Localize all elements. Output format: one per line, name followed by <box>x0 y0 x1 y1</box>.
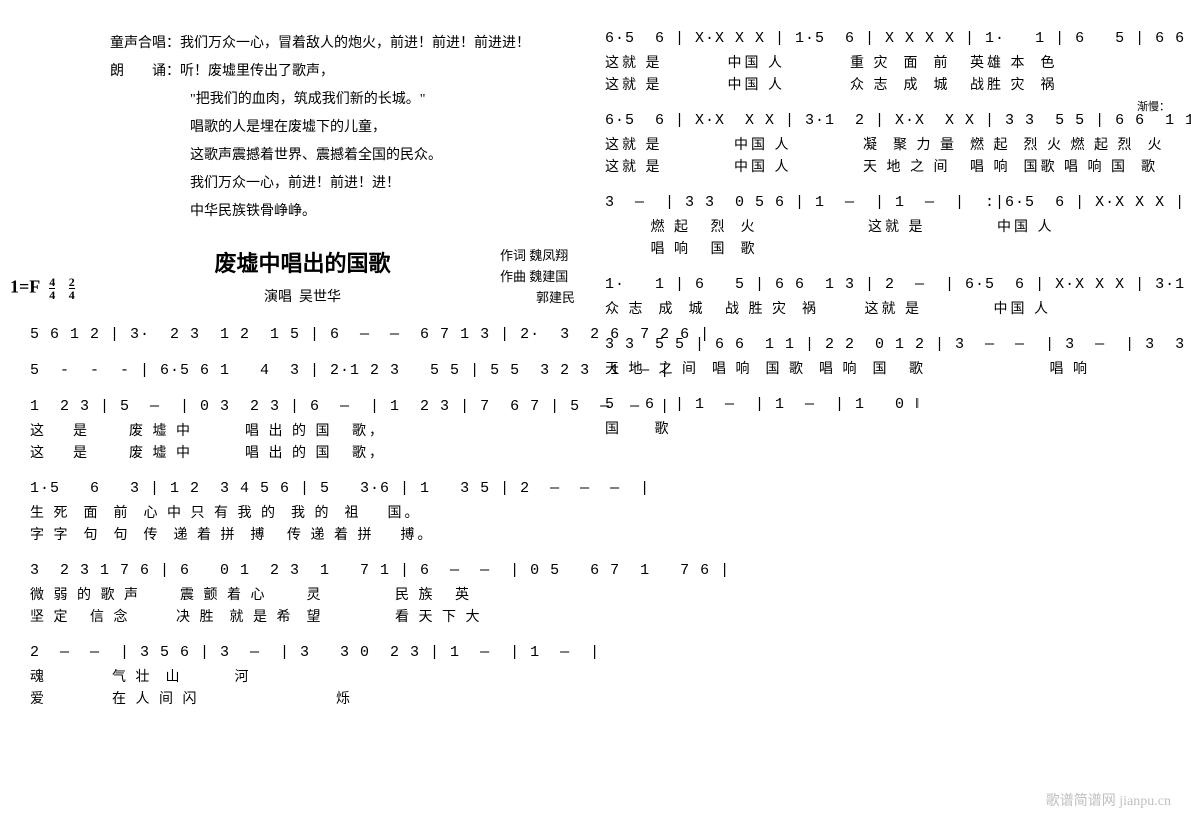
lyric-l5-1: 魂 气 壮 山 河 <box>30 666 575 686</box>
performer-label: 演唱 <box>264 290 292 305</box>
notation-l4: 3 2 3 1 7 6 | 6 0 1 2 3 1 7 1 | 6 — — | … <box>30 562 575 580</box>
music-row-r3: 1· 1 | 6 5 | 6 6 1 3 | 2 — | 6·5 6 | X·X… <box>605 276 1170 318</box>
intro-line-2: 朗 诵：听！废墟里传出了歌声， <box>110 58 575 86</box>
intro-line-7: 中华民族铁骨峥峥。 <box>110 198 575 226</box>
lyric-l4-2: 坚 定 信 念 决 胜 就 是 希 望 看 天 下 大 <box>30 606 575 626</box>
notation-r0: 6·5 6 | X·X X X | 1·5 6 | X X X X | 1· 1… <box>605 30 1170 48</box>
notation-l0: 5 6 1 2 | 3· 2 3 1 2 1 5 | 6 — — 6 7 1 3… <box>30 326 575 344</box>
music-row-r4: 3 3 5 5 | 6 6 1 1 | 2 2 0 1 2 | 3 — — | … <box>605 336 1170 378</box>
notation-l3: 1·5 6 3 | 1 2 3 4 5 6 | 5 3·6 | 1 3 5 | … <box>30 480 575 498</box>
time-sig-2: 24 <box>69 276 75 301</box>
intro-text-1: 我们万众一心，冒着敌人的炮火，前进！前进！前进进！ <box>180 36 530 51</box>
intro-line-5: 这歌声震撼着世界、震撼着全国的民众。 <box>110 142 575 170</box>
credit-compose-2: 郭建民 <box>500 288 575 309</box>
notation-l1: 5 - - - | 6·5 6 1 4 3 | 2·1 2 3 5 5 | 5 … <box>30 362 575 380</box>
intro-line-6: 我们万众一心，前进！前进！进！ <box>110 170 575 198</box>
left-music-block: 5 6 1 2 | 3· 2 3 1 2 1 5 | 6 — — 6 7 1 3… <box>30 326 575 708</box>
notation-r4: 3 3 5 5 | 6 6 1 1 | 2 2 0 1 2 | 3 — — | … <box>605 336 1170 354</box>
music-row-r0: 6·5 6 | X·X X X | 1·5 6 | X X X X | 1· 1… <box>605 30 1170 94</box>
lyric-r4-1: 天 地 之 间 唱 响 国 歌 唱 响 国 歌 唱 响 <box>605 358 1170 378</box>
music-row-l0: 5 6 1 2 | 3· 2 3 1 2 1 5 | 6 — — 6 7 1 3… <box>30 326 575 344</box>
music-row-l4: 3 2 3 1 7 6 | 6 0 1 2 3 1 7 1 | 6 — — | … <box>30 562 575 626</box>
music-row-r5: 5 6 | 1 — | 1 — | 1 0 ‖ 国 歌 <box>605 396 1170 438</box>
notation-r2: 3 — | 3 3 0 5 6 | 1 — | 1 — | :|6·5 6 | … <box>605 194 1170 212</box>
music-row-l3: 1·5 6 3 | 1 2 3 4 5 6 | 5 3·6 | 1 3 5 | … <box>30 480 575 544</box>
lyric-r1-2: 这就 是 中国 人 天 地 之 间 唱 响 国歌 唱 响 国 歌 <box>605 156 1170 176</box>
right-column: 6·5 6 | X·X X X | 1·5 6 | X X X X | 1· 1… <box>595 0 1190 822</box>
intro-line-3: "把我们的血肉，筑成我们新的长城。" <box>110 86 575 114</box>
music-row-l5: 2 — — | 3 5 6 | 3 — | 3 3 0 2 3 | 1 — | … <box>30 644 575 708</box>
music-row-l1: 5 - - - | 6·5 6 1 4 3 | 2·1 2 3 5 5 | 5 … <box>30 362 575 380</box>
notation-r1: 6·5 6 | X·X X X | 3·1 2 | X·X X X | 3 3 … <box>605 112 1170 130</box>
credits-block: 作词 魏凤翔 作曲 魏建国 郭建民 <box>500 246 575 308</box>
notation-r5: 5 6 | 1 — | 1 — | 1 0 ‖ <box>605 396 1170 414</box>
performer-line: 演唱 吴世华 <box>30 286 575 306</box>
lyric-l2-1: 这 是 废 墟 中 唱 出 的 国 歌， <box>30 420 575 440</box>
watermark: 歌谱简谱网 jianpu.cn <box>1046 790 1171 810</box>
lyric-r2-1: 燃 起 烈 火 这就 是 中国 人 <box>605 216 1170 236</box>
left-column: 童声合唱：我们万众一心，冒着敌人的炮火，前进！前进！前进进！ 朗 诵：听！废墟里… <box>0 0 595 822</box>
lyric-l3-1: 生 死 面 前 心 中 只 有 我 的 我 的 祖 国。 <box>30 502 575 522</box>
intro-line-4: 唱歌的人是埋在废墟下的儿童， <box>110 114 575 142</box>
lyric-r3-1: 众 志 成 城 战 胜 灾 祸 这就 是 中国 人 <box>605 298 1170 318</box>
music-row-r1: 6·5 6 | X·X X X | 3·1 2 | X·X X X | 3 3 … <box>605 112 1170 176</box>
notation-l5: 2 — — | 3 5 6 | 3 — | 3 3 0 2 3 | 1 — | … <box>30 644 575 662</box>
music-row-r2: 3 — | 3 3 0 5 6 | 1 — | 1 — | :|6·5 6 | … <box>605 194 1170 258</box>
lyric-r1-1: 这就 是 中国 人 凝 聚 力 量 燃 起 烈 火 燃 起 烈 火 <box>605 134 1170 154</box>
lyric-r0-1: 这就 是 中国 人 重 灾 面 前 英雄 本 色 <box>605 52 1170 72</box>
lyric-r2-2: 唱 响 国 歌 <box>605 238 1170 258</box>
main-title: 废墟中唱出的国歌 <box>30 246 575 278</box>
lyric-r0-2: 这就 是 中国 人 众 志 成 城 战胜 灾 祸 <box>605 74 1170 94</box>
credit-lyric: 作词 魏凤翔 <box>500 246 575 267</box>
intro-label-2: 朗 诵： <box>110 64 180 79</box>
lyric-r5-1: 国 歌 <box>605 418 1170 438</box>
music-row-l2: 1 2 3 | 5 — | 0 3 2 3 | 6 — | 1 2 3 | 7 … <box>30 398 575 462</box>
lyric-l2-2: 这 是 废 墟 中 唱 出 的 国 歌， <box>30 442 575 462</box>
key-signature: 1=F 44 24 <box>10 276 75 301</box>
lyric-l4-1: 微 弱 的 歌 声 震 颤 着 心 灵 民 族 英 <box>30 584 575 604</box>
performer-name: 吴世华 <box>299 290 341 305</box>
intro-label-1: 童声合唱： <box>110 36 180 51</box>
title-block: 废墟中唱出的国歌 1=F 44 24 演唱 吴世华 作词 魏凤翔 作曲 魏建国 … <box>30 246 575 306</box>
credit-compose: 作曲 魏建国 <box>500 267 575 288</box>
notation-r3: 1· 1 | 6 5 | 6 6 1 3 | 2 — | 6·5 6 | X·X… <box>605 276 1170 294</box>
lyric-l5-2: 爱 在 人 间 闪 烁 <box>30 688 575 708</box>
right-music-block: 6·5 6 | X·X X X | 1·5 6 | X X X X | 1· 1… <box>605 30 1170 438</box>
intro-text-2: 听！废墟里传出了歌声， <box>180 64 334 79</box>
key-text: 1=F <box>10 277 40 297</box>
intro-block: 童声合唱：我们万众一心，冒着敌人的炮火，前进！前进！前进进！ 朗 诵：听！废墟里… <box>110 30 575 226</box>
intro-line-1: 童声合唱：我们万众一心，冒着敌人的炮火，前进！前进！前进进！ <box>110 30 575 58</box>
tempo-mark: 渐慢： <box>1137 98 1170 114</box>
notation-l2: 1 2 3 | 5 — | 0 3 2 3 | 6 — | 1 2 3 | 7 … <box>30 398 575 416</box>
time-sig-1: 44 <box>49 276 55 301</box>
lyric-l3-2: 字 字 句 句 传 递 着 拼 搏 传 递 着 拼 搏。 <box>30 524 575 544</box>
